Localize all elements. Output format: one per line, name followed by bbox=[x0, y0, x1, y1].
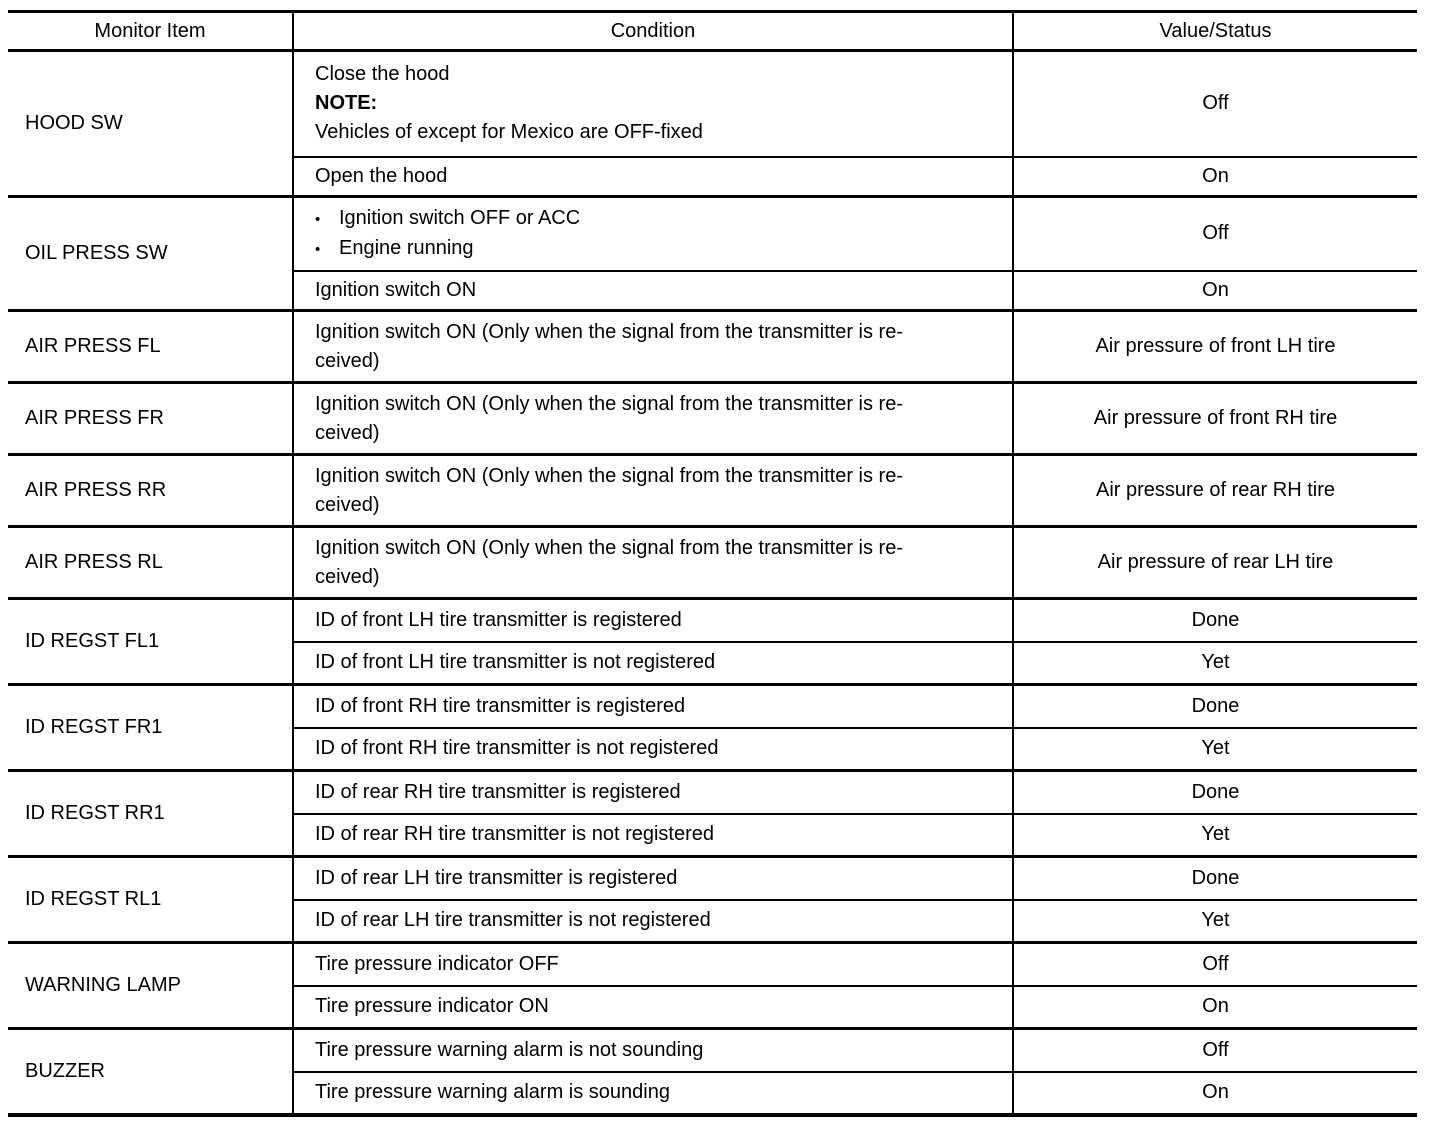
table-row: Open the hood On bbox=[8, 155, 1417, 197]
value-cell: Air pressure of rear LH tire bbox=[1012, 525, 1417, 599]
table-row: ID REGST RL1 ID of rear LH tire transmit… bbox=[8, 855, 1417, 943]
table-row: BUZZER Tire pressure warning alarm is no… bbox=[8, 1027, 1417, 1115]
value-cell: Air pressure of front RH tire bbox=[1012, 381, 1417, 455]
monitor-item-cell: HOOD SW bbox=[8, 49, 293, 197]
condition-cell: Tire pressure warning alarm is sounding bbox=[292, 1070, 1013, 1115]
monitor-item-cell: WARNING LAMP bbox=[8, 941, 293, 1029]
value-cell: Off bbox=[1012, 49, 1417, 157]
condition-line: Close the hood bbox=[315, 63, 450, 86]
table-row: HOOD SW Close the hood NOTE: Vehicles of… bbox=[8, 49, 1417, 197]
value-cell: Yet bbox=[1012, 640, 1417, 685]
condition-cell: ID of front RH tire transmitter is not r… bbox=[292, 726, 1013, 771]
condition-cell: Ignition switch ON (Only when the signal… bbox=[292, 381, 1013, 455]
value-cell: Yet bbox=[1012, 726, 1417, 771]
condition-cell: ID of front LH tire transmitter is regis… bbox=[292, 597, 1013, 642]
condition-cell: Tire pressure indicator ON bbox=[292, 984, 1013, 1029]
monitor-item-cell: AIR PRESS RL bbox=[8, 525, 293, 599]
table-row: ID REGST RR1 ID of rear RH tire transmit… bbox=[8, 769, 1417, 857]
table-row: ID of front LH tire transmitter is not r… bbox=[8, 640, 1417, 685]
bullet-icon: • bbox=[315, 240, 321, 258]
value-cell: Air pressure of rear RH tire bbox=[1012, 453, 1417, 527]
value-cell: Off bbox=[1012, 195, 1417, 271]
condition-line: Ignition switch OFF or ACC bbox=[339, 206, 581, 229]
value-cell: Off bbox=[1012, 1027, 1417, 1072]
value-cell: Done bbox=[1012, 683, 1417, 728]
condition-cell: Ignition switch ON (Only when the signal… bbox=[292, 309, 1013, 383]
data-monitor-table: Monitor Item Condition Value/Status HOOD… bbox=[8, 10, 1417, 1117]
condition-cell: ID of rear LH tire transmitter is regist… bbox=[292, 855, 1013, 900]
monitor-item-cell: ID REGST FL1 bbox=[8, 597, 293, 685]
condition-cell: Close the hood NOTE: Vehicles of except … bbox=[292, 49, 1013, 157]
table-row: ID REGST FR1 ID of front RH tire transmi… bbox=[8, 683, 1417, 771]
monitor-item-cell: OIL PRESS SW bbox=[8, 195, 293, 311]
value-cell: Yet bbox=[1012, 898, 1417, 943]
monitor-item-cell: AIR PRESS RR bbox=[8, 453, 293, 527]
monitor-item-cell: BUZZER bbox=[8, 1027, 293, 1115]
table-row: AIR PRESS RR Ignition switch ON (Only wh… bbox=[8, 453, 1417, 527]
condition-cell: Ignition switch ON (Only when the signal… bbox=[292, 525, 1013, 599]
table-row: AIR PRESS RL Ignition switch ON (Only wh… bbox=[8, 525, 1417, 599]
value-cell: On bbox=[1012, 1070, 1417, 1115]
table-row: Tire pressure indicator ON On bbox=[8, 984, 1417, 1029]
condition-line: Vehicles of except for Mexico are OFF-fi… bbox=[315, 121, 703, 144]
value-cell: On bbox=[1012, 984, 1417, 1029]
value-cell: Done bbox=[1012, 855, 1417, 900]
table-row: Tire pressure warning alarm is sounding … bbox=[8, 1070, 1417, 1115]
table-row: WARNING LAMP Tire pressure indicator OFF… bbox=[8, 941, 1417, 1029]
condition-cell: ID of rear LH tire transmitter is not re… bbox=[292, 898, 1013, 943]
condition-cell: Ignition switch ON bbox=[292, 269, 1013, 311]
header-value-status: Value/Status bbox=[1012, 11, 1417, 52]
condition-cell: ID of rear RH tire transmitter is regist… bbox=[292, 769, 1013, 814]
table-row: ID of rear RH tire transmitter is not re… bbox=[8, 812, 1417, 857]
monitor-item-cell: AIR PRESS FR bbox=[8, 381, 293, 455]
condition-cell: ID of front RH tire transmitter is regis… bbox=[292, 683, 1013, 728]
condition-cell: • Ignition switch OFF or ACC • Engine ru… bbox=[292, 195, 1013, 271]
monitor-item-cell: ID REGST RL1 bbox=[8, 855, 293, 943]
monitor-item-cell: ID REGST RR1 bbox=[8, 769, 293, 857]
table-row: AIR PRESS FL Ignition switch ON (Only wh… bbox=[8, 309, 1417, 383]
condition-cell: Tire pressure indicator OFF bbox=[292, 941, 1013, 986]
table-row: OIL PRESS SW • Ignition switch OFF or AC… bbox=[8, 195, 1417, 311]
header-monitor-item: Monitor Item bbox=[8, 11, 293, 52]
monitor-item-cell: ID REGST FR1 bbox=[8, 683, 293, 771]
value-cell: On bbox=[1012, 155, 1417, 197]
bullet-icon: • bbox=[315, 210, 321, 228]
condition-cell: Ignition switch ON (Only when the signal… bbox=[292, 453, 1013, 527]
table-row: AIR PRESS FR Ignition switch ON (Only wh… bbox=[8, 381, 1417, 455]
table-row: Ignition switch ON On bbox=[8, 269, 1417, 311]
condition-cell: Open the hood bbox=[292, 155, 1013, 197]
bullet-item: • Ignition switch OFF or ACC bbox=[315, 204, 1002, 234]
value-cell: Done bbox=[1012, 769, 1417, 814]
value-cell: Done bbox=[1012, 597, 1417, 642]
value-cell: Off bbox=[1012, 941, 1417, 986]
table-header: Monitor Item Condition Value/Status bbox=[8, 11, 1417, 52]
table-row: ID of front RH tire transmitter is not r… bbox=[8, 726, 1417, 771]
monitor-item-cell: AIR PRESS FL bbox=[8, 309, 293, 383]
value-cell: Air pressure of front LH tire bbox=[1012, 309, 1417, 383]
header-condition: Condition bbox=[292, 11, 1013, 52]
value-cell: Yet bbox=[1012, 812, 1417, 857]
condition-cell: ID of front LH tire transmitter is not r… bbox=[292, 640, 1013, 685]
table-row: ID of rear LH tire transmitter is not re… bbox=[8, 898, 1417, 943]
condition-cell: ID of rear RH tire transmitter is not re… bbox=[292, 812, 1013, 857]
note-label: NOTE: bbox=[315, 92, 378, 115]
value-cell: On bbox=[1012, 269, 1417, 311]
table-row: ID REGST FL1 ID of front LH tire transmi… bbox=[8, 597, 1417, 685]
header-row: Monitor Item Condition Value/Status bbox=[8, 11, 1417, 52]
bullet-item: • Engine running bbox=[315, 234, 1002, 264]
condition-cell: Tire pressure warning alarm is not sound… bbox=[292, 1027, 1013, 1072]
condition-line: Engine running bbox=[339, 236, 474, 259]
